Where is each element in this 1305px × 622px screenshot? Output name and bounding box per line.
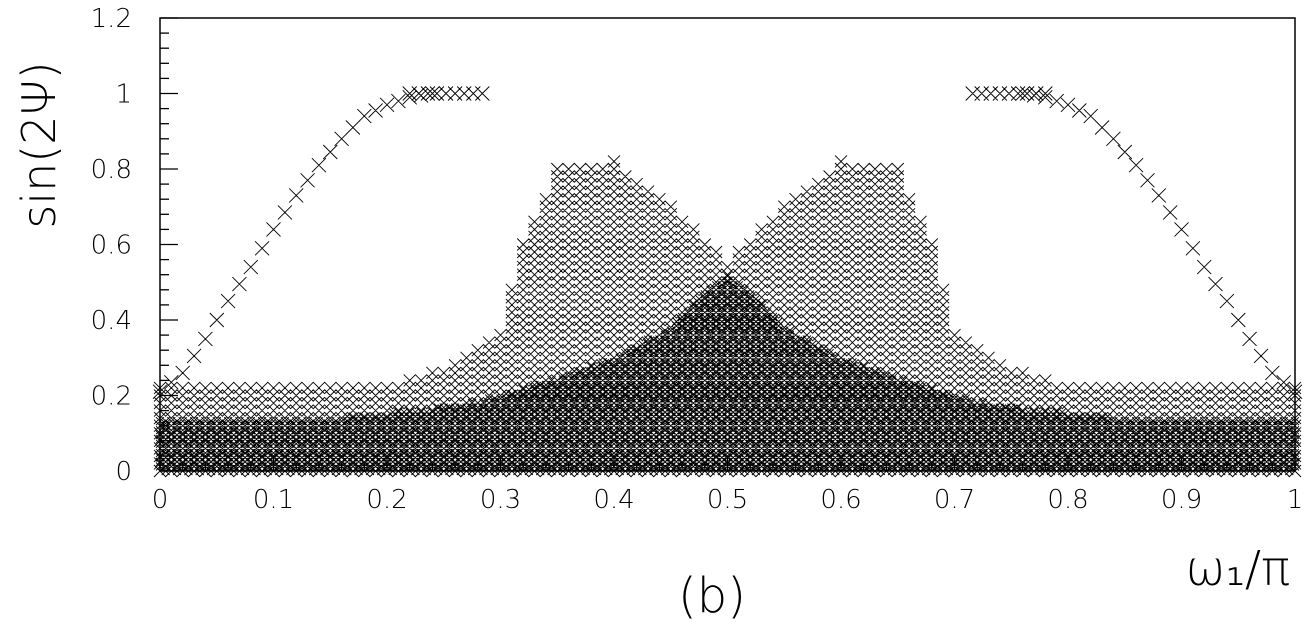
x-tick-label: 0 bbox=[152, 485, 169, 515]
x-tick-label: 0.1 bbox=[253, 485, 294, 515]
y-tick-label: 1.2 bbox=[91, 4, 132, 34]
x-tick-label: 0.7 bbox=[934, 485, 975, 515]
y-tick-label: 1 bbox=[115, 80, 132, 110]
x-tick-label: 0.9 bbox=[1161, 485, 1202, 515]
x-tick-label: 1 bbox=[1287, 485, 1304, 515]
y-tick-label: 0.2 bbox=[91, 382, 132, 412]
marker-cloud bbox=[152, 86, 1303, 478]
y-tick-label: 0.6 bbox=[91, 231, 132, 261]
data-markers bbox=[152, 86, 1303, 478]
y-tick-label: 0.8 bbox=[91, 155, 132, 185]
x-tick-label: 0.3 bbox=[480, 485, 521, 515]
x-axis-title: ω₁/π bbox=[1185, 541, 1290, 597]
axis-ticks bbox=[159, 17, 1296, 472]
x-tick-label: 0.4 bbox=[593, 485, 634, 515]
x-tick-label: 0.5 bbox=[707, 485, 748, 515]
panel-label: (b) bbox=[678, 568, 746, 622]
axis-tick-labels: 0 0.1 0.2 0.3 0.4 0.5 0.6 0.7 0.8 0.9 1 0 0.2 0.4 0.6 0… bbox=[91, 4, 1304, 515]
x-tick-label: 0.2 bbox=[366, 485, 407, 515]
y-tick-label: 0 bbox=[115, 457, 132, 487]
x-tick-label: 0.8 bbox=[1047, 485, 1088, 515]
x-tick-label: 0.6 bbox=[820, 485, 861, 515]
y-axis-title: sin(2Ψ) bbox=[12, 61, 66, 228]
y-tick-label: 0.4 bbox=[91, 306, 132, 336]
